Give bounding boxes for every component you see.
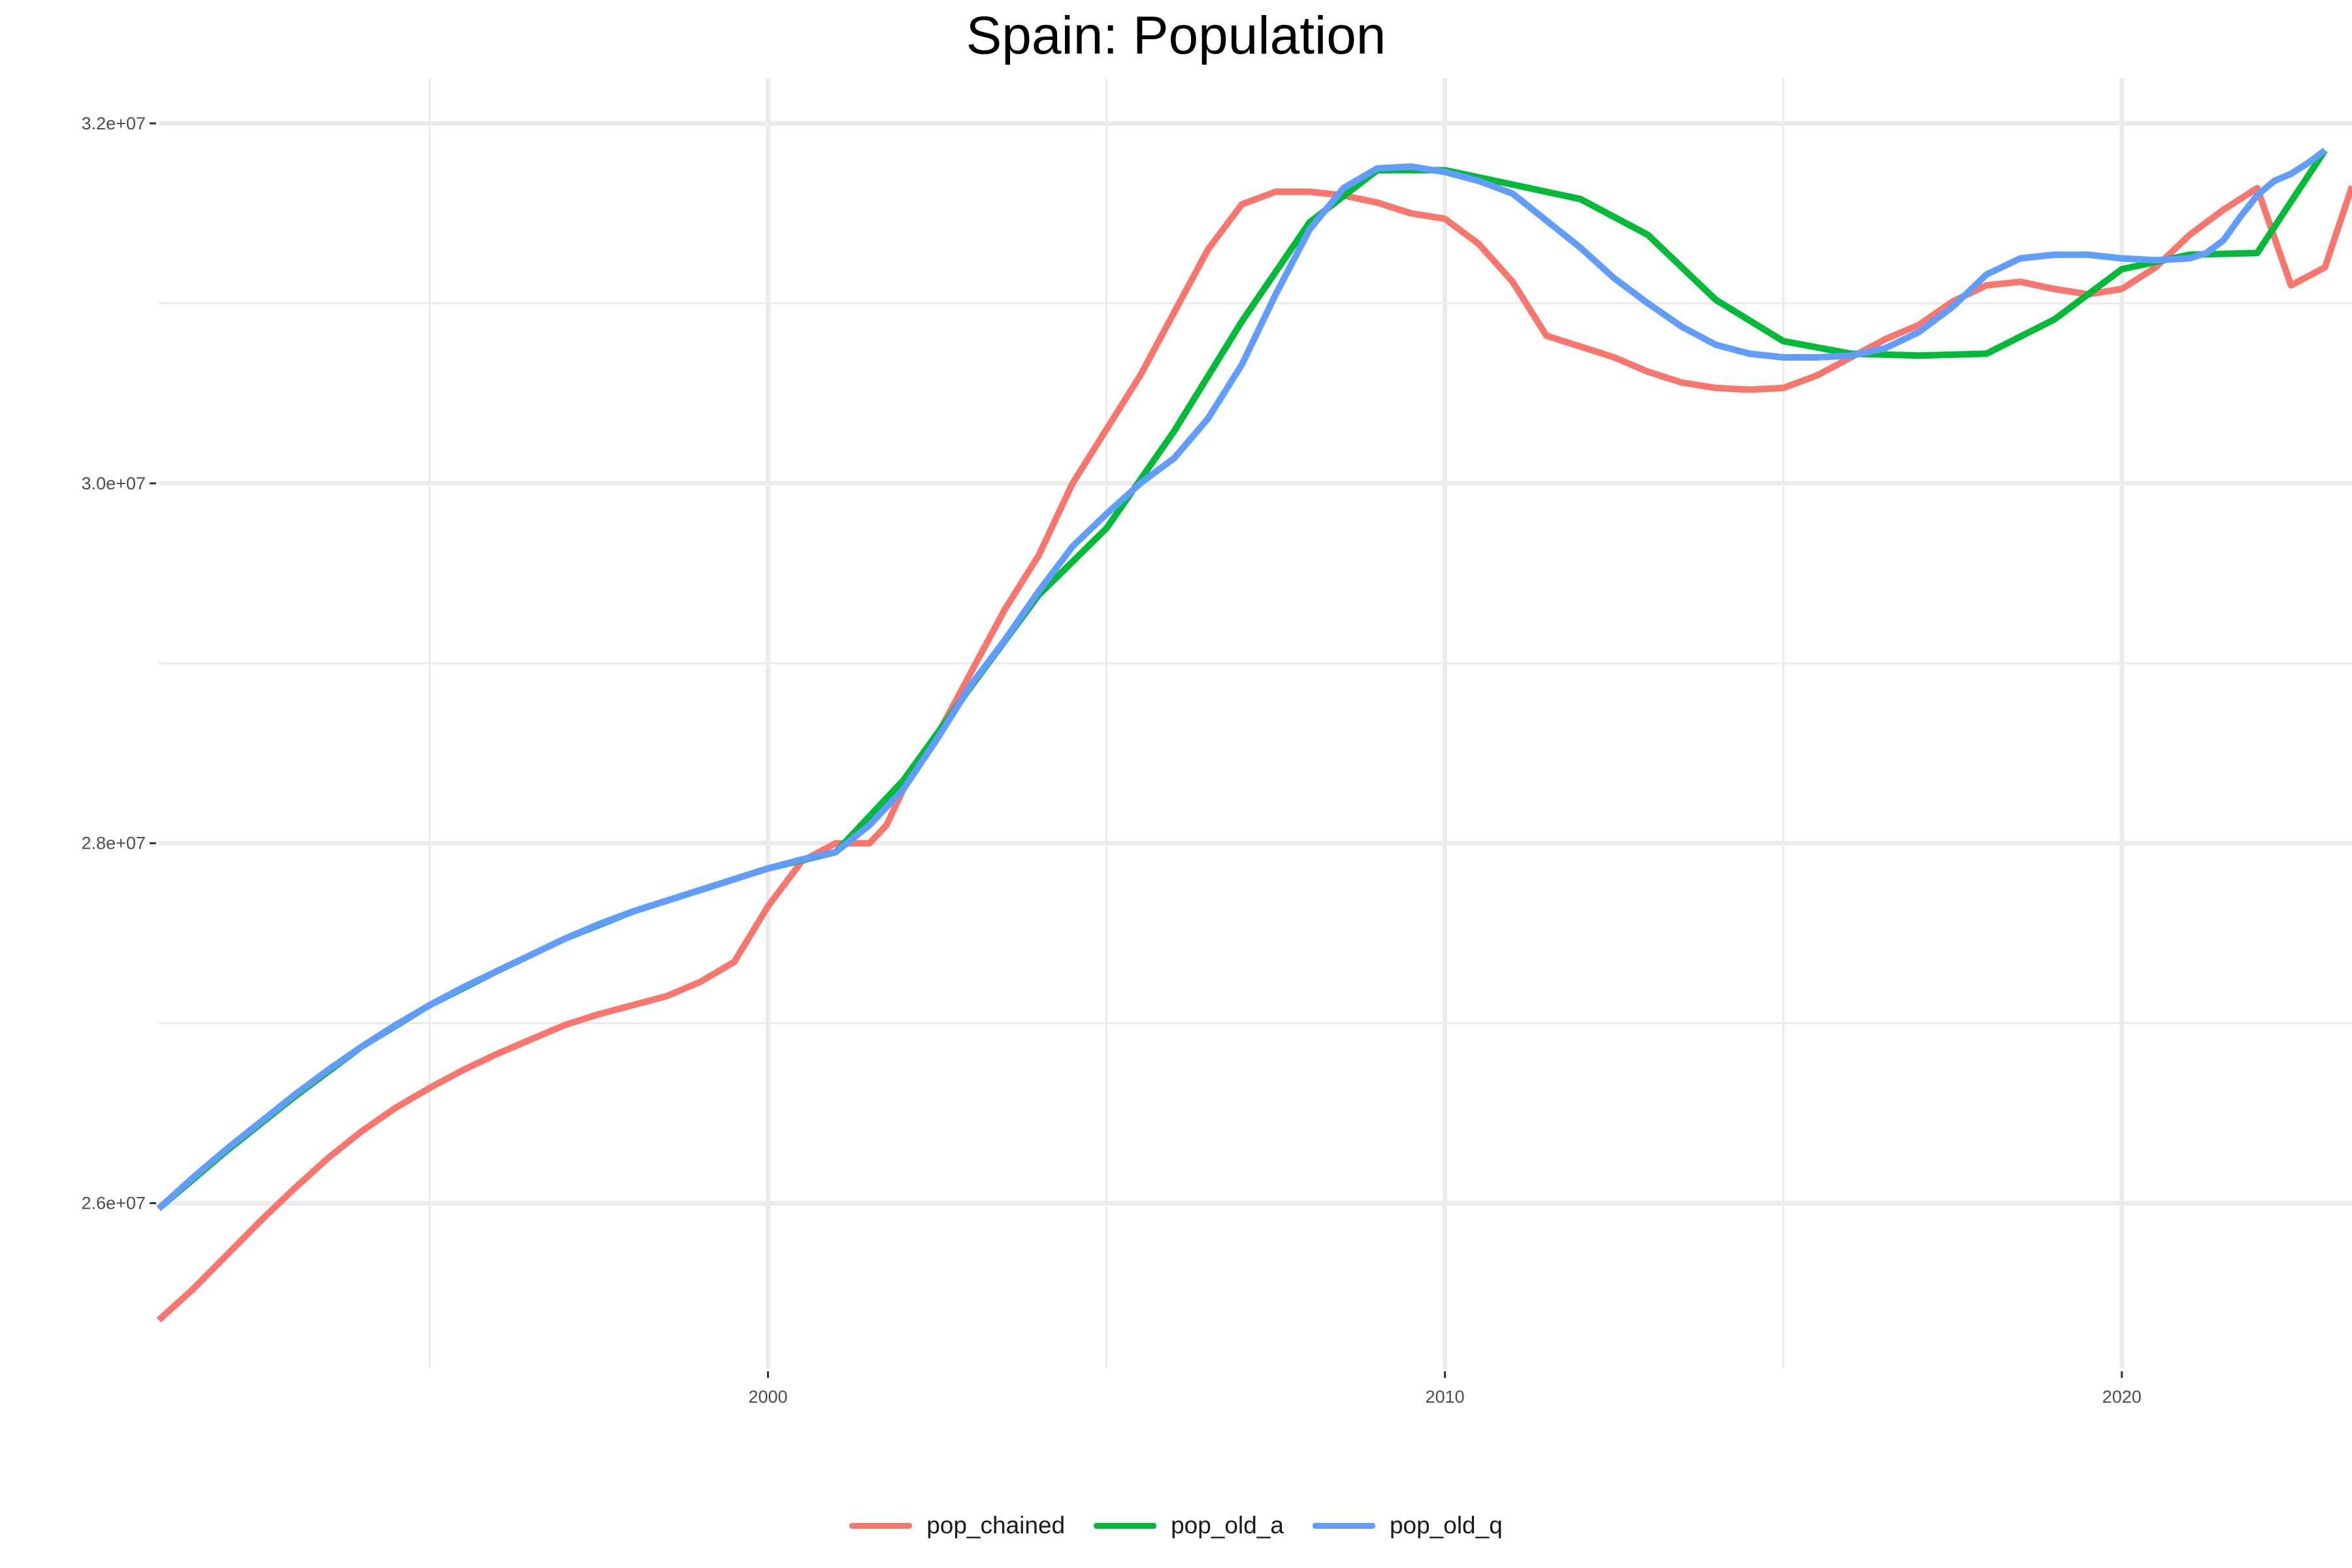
x-tick-label: 2000	[748, 1387, 787, 1407]
y-axis: 2.6e+07 2.8e+07 3.0e+07 3.2e+07	[82, 114, 156, 1213]
legend-label: pop_old_q	[1389, 1512, 1503, 1539]
legend-label: pop_old_a	[1171, 1512, 1284, 1539]
y-tick-label: 2.8e+07	[82, 834, 146, 853]
x-tick-label: 2020	[2102, 1387, 2142, 1407]
legend-item-pop-chained: pop_chained	[849, 1512, 1065, 1539]
series-line-pop-chained	[156, 185, 2352, 1323]
y-tick-label: 3.2e+07	[82, 114, 146, 133]
legend-label: pop_chained	[926, 1512, 1066, 1539]
plot-area: 2.6e+07 2.8e+07 3.0e+07 3.2e+07 2000 2010 202…	[82, 78, 2352, 1407]
legend-item-pop-old-q: pop_old_q	[1312, 1512, 1503, 1539]
x-tick-label: 2010	[1426, 1387, 1465, 1407]
grid-minor	[159, 78, 2352, 1369]
x-axis: 2000 2010 2020	[748, 1371, 2142, 1407]
legend: pop_chained pop_old_a pop_old_q	[0, 1496, 2352, 1555]
legend-key	[849, 1522, 913, 1529]
series-line-pop-old-q	[156, 148, 2327, 1211]
y-tick-label: 3.0e+07	[82, 474, 146, 493]
y-tick-label: 2.6e+07	[82, 1194, 146, 1213]
legend-key	[1312, 1522, 1375, 1529]
series-line-pop-old-a	[156, 148, 2328, 1211]
legend-key	[1094, 1522, 1157, 1529]
chart-title: Spain: Population	[966, 6, 1386, 65]
legend-item-pop-old-a: pop_old_a	[1094, 1512, 1284, 1539]
grid-major	[159, 78, 2352, 1369]
series-layer	[156, 148, 2352, 1323]
